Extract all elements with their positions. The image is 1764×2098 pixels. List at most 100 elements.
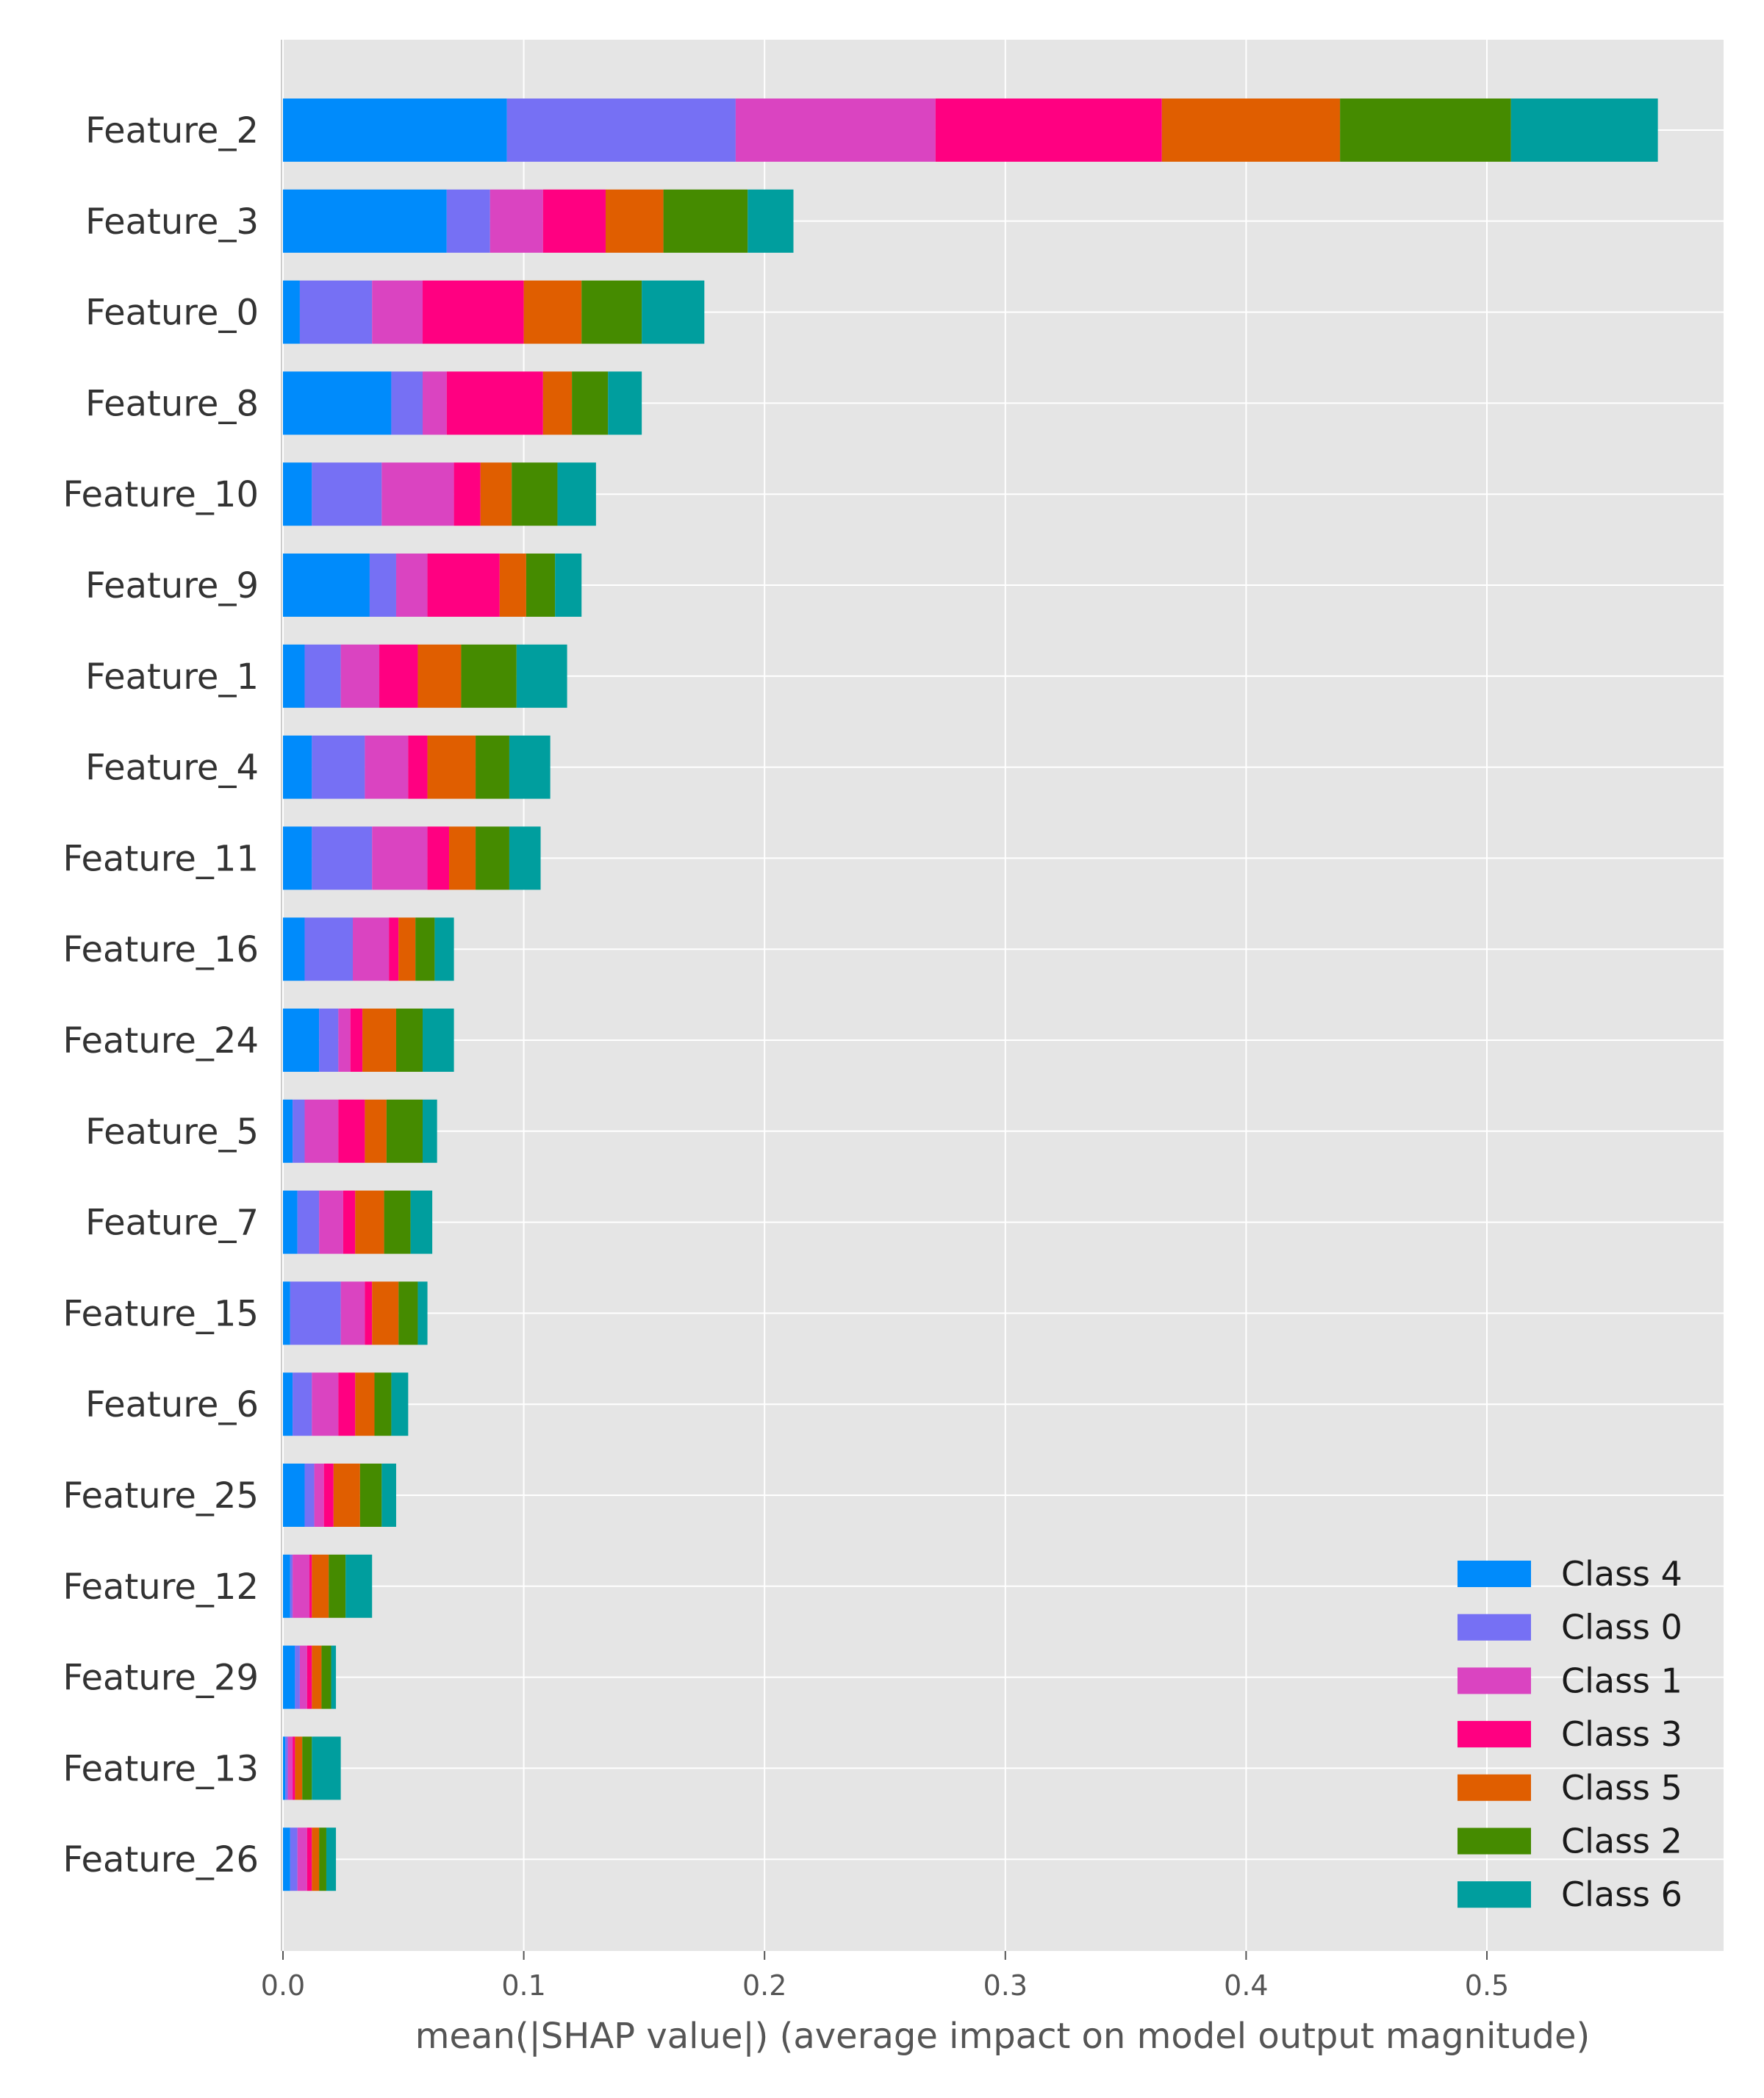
bar-segment: [372, 280, 423, 344]
bar-segment: [345, 1554, 373, 1618]
bar-segment: [338, 1009, 351, 1072]
bar-segment: [379, 644, 418, 708]
bar-segment: [293, 1372, 312, 1436]
y-tick-label: Feature_2: [85, 110, 259, 151]
bar-segment: [338, 1099, 365, 1163]
y-tick-label: Feature_12: [63, 1567, 259, 1608]
legend-swatch: [1458, 1774, 1531, 1801]
legend-label: Class 6: [1561, 1875, 1682, 1914]
bar-segment: [295, 1645, 300, 1709]
bar-segment: [304, 644, 341, 708]
bar-segment: [395, 554, 428, 617]
y-tick-label: Feature_16: [63, 929, 259, 970]
bar-segment: [423, 280, 524, 344]
y-tick-label: Feature_1: [85, 656, 259, 698]
bar-segment: [509, 735, 551, 799]
bar-segment: [735, 99, 936, 162]
y-tick-label: Feature_15: [63, 1293, 259, 1334]
y-tick-label: Feature_24: [63, 1020, 259, 1061]
bars: [283, 99, 1658, 1891]
bar-segment: [1161, 99, 1341, 162]
bar-segment: [312, 1827, 320, 1891]
bar-segment: [372, 826, 428, 890]
y-tick-label: Feature_6: [85, 1384, 259, 1425]
bar-segment: [381, 462, 454, 526]
bar-segment: [555, 554, 582, 617]
bar-segment: [446, 189, 490, 253]
bar-segment: [283, 189, 447, 253]
bar-segment: [663, 189, 748, 253]
bar-segment: [338, 1372, 356, 1436]
y-tick-label: Feature_29: [63, 1658, 259, 1699]
y-tick-label: Feature_11: [63, 838, 259, 879]
y-tick-labels: Feature_2 Feature_3 Feature_0 Feature_8 Feat…: [63, 110, 259, 1880]
bar-segment: [423, 1009, 454, 1072]
legend: Class 4 Class 0 Class 1 Class 3 Class 5 Class…: [1458, 1554, 1682, 1914]
bar-segment: [293, 1099, 305, 1163]
bar-segment: [747, 189, 794, 253]
bar-segment: [331, 1645, 337, 1709]
bar-segment: [304, 917, 354, 981]
bar-segment: [476, 735, 509, 799]
legend-swatch: [1458, 1827, 1531, 1855]
legend-label: Class 2: [1561, 1822, 1682, 1861]
bar-segment: [353, 917, 390, 981]
bar-segment: [319, 1009, 339, 1072]
bar-segment: [372, 1281, 399, 1345]
bar-segment: [312, 826, 373, 890]
x-tick-label: 0.2: [742, 1969, 786, 2002]
legend-label: Class 0: [1561, 1608, 1682, 1647]
y-tick-label: Feature_5: [85, 1111, 259, 1153]
bar-segment: [1340, 99, 1511, 162]
bar-segment: [283, 554, 370, 617]
bar-segment: [283, 280, 300, 344]
bar-segment: [283, 917, 305, 981]
bar-segment: [340, 644, 380, 708]
bar-segment: [374, 1372, 392, 1436]
bar-segment: [293, 1554, 310, 1618]
bar-segment: [605, 189, 664, 253]
legend-swatch: [1458, 1614, 1531, 1641]
bar-segment: [283, 1464, 305, 1527]
bar-segment: [340, 1281, 365, 1345]
bar-segment: [408, 735, 428, 799]
bar-segment: [355, 1372, 375, 1436]
bar-segment: [446, 371, 543, 435]
y-tick-label: Feature_3: [85, 201, 259, 243]
bar-segment: [423, 371, 447, 435]
bar-segment: [542, 189, 606, 253]
bar-segment: [384, 1190, 411, 1254]
bar-segment: [381, 1464, 396, 1527]
bar-segment: [350, 1009, 363, 1072]
bar-segment: [306, 1827, 312, 1891]
legend-label: Class 4: [1561, 1554, 1682, 1594]
bar-segment: [329, 1554, 346, 1618]
bar-segment: [285, 1736, 288, 1800]
bar-segment: [290, 1827, 298, 1891]
y-tick-label: Feature_10: [63, 474, 259, 515]
bar-segment: [290, 1281, 341, 1345]
x-tick-label: 0.0: [261, 1969, 305, 2002]
bar-segment: [581, 280, 642, 344]
bar-segment: [410, 1190, 433, 1254]
bar-segment: [295, 1736, 303, 1800]
bar-segment: [642, 280, 705, 344]
bar-segment: [391, 371, 423, 435]
bar-segment: [283, 826, 312, 890]
bar-segment: [355, 1190, 384, 1254]
bar-segment: [490, 189, 543, 253]
bar-segment: [391, 1372, 409, 1436]
bar-segment: [526, 554, 556, 617]
bar-segment: [506, 99, 736, 162]
bar-segment: [417, 1281, 428, 1345]
bar-segment: [417, 644, 462, 708]
bar-segment: [395, 1009, 423, 1072]
bar-segment: [283, 1009, 320, 1072]
bar-segment: [283, 1190, 298, 1254]
bar-segment: [608, 371, 642, 435]
bar-segment: [1510, 99, 1658, 162]
bar-segment: [299, 1645, 307, 1709]
bar-segment: [427, 826, 450, 890]
